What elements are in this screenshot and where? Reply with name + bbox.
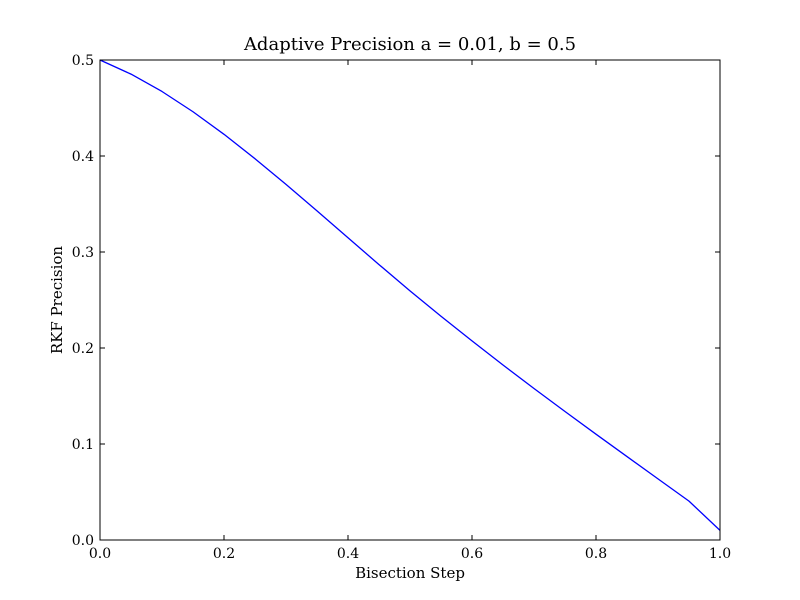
y-tick-label: 0.4 — [72, 149, 94, 165]
series-line — [99, 59, 721, 531]
y-tick-label: 0.2 — [72, 341, 94, 357]
x-axis-label: Bisection Step — [355, 564, 465, 582]
x-tick-label: 0.6 — [461, 546, 483, 562]
x-tick-label: 0.4 — [337, 546, 359, 562]
x-tick-label: 1.0 — [709, 546, 731, 562]
y-tick-label: 0.5 — [72, 53, 94, 69]
chart-title: Adaptive Precision a = 0.01, b = 0.5 — [243, 34, 576, 55]
plot-layer — [99, 59, 721, 531]
x-tick-label: 0.8 — [585, 546, 607, 562]
x-tick-label: 0.2 — [213, 546, 235, 562]
axes-layer: 0.0 0.2 0.4 0.6 0.8 1.0 0.0 0.1 0.2 0.3 0.4 0.5 — [72, 53, 731, 562]
x-tick-label: 0.0 — [89, 546, 111, 562]
plot-frame — [99, 59, 721, 541]
y-tick-label: 0.1 — [72, 437, 94, 453]
y-tick-label: 0.3 — [72, 245, 94, 261]
y-tick-label: 0.0 — [72, 533, 94, 549]
y-axis-label: RKF Precision — [48, 246, 66, 355]
